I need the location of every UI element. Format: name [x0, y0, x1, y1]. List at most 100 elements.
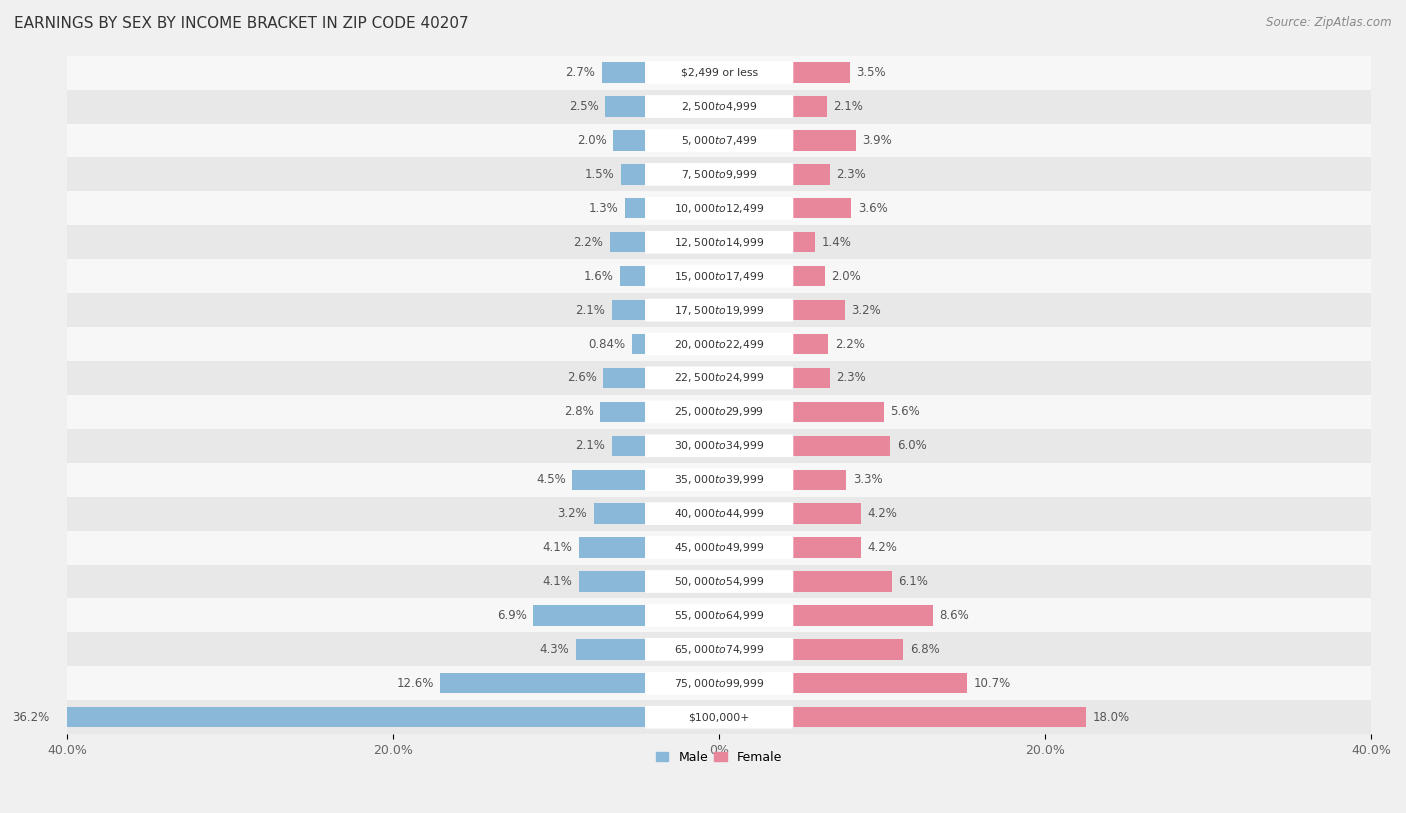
FancyBboxPatch shape — [645, 129, 793, 152]
Text: 2.1%: 2.1% — [575, 439, 605, 452]
Text: $2,500 to $4,999: $2,500 to $4,999 — [681, 100, 758, 113]
Bar — [633, 334, 645, 354]
Bar — [793, 572, 891, 592]
Text: $22,500 to $24,999: $22,500 to $24,999 — [673, 372, 765, 385]
Text: 1.4%: 1.4% — [823, 236, 852, 249]
Text: 2.0%: 2.0% — [831, 270, 862, 283]
Text: 3.5%: 3.5% — [856, 66, 886, 79]
Text: 1.5%: 1.5% — [585, 168, 614, 180]
Text: 4.1%: 4.1% — [543, 541, 572, 554]
Text: $100,000+: $100,000+ — [689, 712, 749, 722]
Text: 2.1%: 2.1% — [575, 303, 605, 316]
Bar — [572, 470, 645, 490]
Bar — [793, 673, 967, 693]
FancyBboxPatch shape — [645, 231, 793, 254]
Text: $45,000 to $49,999: $45,000 to $49,999 — [673, 541, 765, 554]
Text: 2.0%: 2.0% — [576, 134, 607, 147]
Text: 1.6%: 1.6% — [583, 270, 613, 283]
Bar — [593, 503, 645, 524]
Text: $7,500 to $9,999: $7,500 to $9,999 — [681, 168, 758, 180]
FancyBboxPatch shape — [645, 502, 793, 525]
Text: $30,000 to $34,999: $30,000 to $34,999 — [673, 439, 765, 452]
Bar — [793, 232, 815, 252]
Bar — [67, 158, 1371, 191]
Text: $75,000 to $99,999: $75,000 to $99,999 — [673, 676, 765, 689]
Text: 4.2%: 4.2% — [868, 541, 897, 554]
Bar — [67, 327, 1371, 361]
Bar — [793, 503, 860, 524]
Bar — [793, 130, 856, 150]
Text: 6.8%: 6.8% — [910, 643, 939, 656]
Bar — [793, 402, 884, 422]
Text: 1.3%: 1.3% — [588, 202, 619, 215]
Text: $50,000 to $54,999: $50,000 to $54,999 — [673, 575, 765, 588]
FancyBboxPatch shape — [645, 434, 793, 457]
FancyBboxPatch shape — [645, 298, 793, 321]
Bar — [602, 63, 645, 83]
Text: 2.2%: 2.2% — [835, 337, 865, 350]
Bar — [67, 598, 1371, 633]
FancyBboxPatch shape — [645, 604, 793, 627]
Text: $12,500 to $14,999: $12,500 to $14,999 — [673, 236, 765, 249]
Text: $40,000 to $44,999: $40,000 to $44,999 — [673, 507, 765, 520]
FancyBboxPatch shape — [645, 706, 793, 728]
Text: $5,000 to $7,499: $5,000 to $7,499 — [681, 134, 758, 147]
Text: 2.5%: 2.5% — [569, 100, 599, 113]
FancyBboxPatch shape — [645, 537, 793, 559]
Text: 4.5%: 4.5% — [536, 473, 567, 486]
Bar — [67, 55, 1371, 89]
FancyBboxPatch shape — [645, 163, 793, 185]
Bar — [600, 402, 645, 422]
Bar — [793, 470, 846, 490]
Text: 36.2%: 36.2% — [13, 711, 49, 724]
Text: 3.2%: 3.2% — [557, 507, 588, 520]
Bar — [793, 97, 827, 117]
Text: $35,000 to $39,999: $35,000 to $39,999 — [673, 473, 765, 486]
Text: 6.1%: 6.1% — [898, 575, 928, 588]
Bar — [793, 605, 932, 626]
Text: 6.9%: 6.9% — [496, 609, 527, 622]
Text: 2.7%: 2.7% — [565, 66, 595, 79]
Text: 2.3%: 2.3% — [837, 372, 866, 385]
FancyBboxPatch shape — [645, 672, 793, 694]
Bar — [67, 191, 1371, 225]
Text: 4.2%: 4.2% — [868, 507, 897, 520]
Bar — [603, 367, 645, 388]
Bar — [621, 164, 645, 185]
Text: 2.3%: 2.3% — [837, 168, 866, 180]
Text: EARNINGS BY SEX BY INCOME BRACKET IN ZIP CODE 40207: EARNINGS BY SEX BY INCOME BRACKET IN ZIP… — [14, 16, 468, 31]
Bar — [579, 572, 645, 592]
Bar — [793, 537, 860, 558]
Bar — [793, 334, 828, 354]
Bar — [613, 130, 645, 150]
Bar — [620, 266, 645, 286]
Bar — [793, 639, 903, 659]
Bar — [793, 164, 830, 185]
Text: 12.6%: 12.6% — [396, 676, 434, 689]
Bar — [56, 707, 645, 728]
Bar — [67, 259, 1371, 293]
FancyBboxPatch shape — [645, 638, 793, 661]
Text: 2.8%: 2.8% — [564, 406, 593, 419]
Bar — [605, 97, 645, 117]
Bar — [610, 232, 645, 252]
Text: 2.2%: 2.2% — [574, 236, 603, 249]
FancyBboxPatch shape — [645, 265, 793, 288]
Text: $65,000 to $74,999: $65,000 to $74,999 — [673, 643, 765, 656]
Bar — [67, 463, 1371, 497]
FancyBboxPatch shape — [645, 570, 793, 593]
Text: 3.2%: 3.2% — [851, 303, 882, 316]
Text: $20,000 to $22,499: $20,000 to $22,499 — [673, 337, 765, 350]
Bar — [575, 639, 645, 659]
Text: 3.3%: 3.3% — [853, 473, 883, 486]
Text: $17,500 to $19,999: $17,500 to $19,999 — [673, 303, 765, 316]
Bar — [67, 395, 1371, 428]
Bar — [793, 63, 849, 83]
FancyBboxPatch shape — [645, 333, 793, 355]
Bar — [67, 428, 1371, 463]
Text: 2.6%: 2.6% — [567, 372, 598, 385]
Text: 2.1%: 2.1% — [834, 100, 863, 113]
Text: 6.0%: 6.0% — [897, 439, 927, 452]
Text: 18.0%: 18.0% — [1092, 711, 1129, 724]
Text: 8.6%: 8.6% — [939, 609, 969, 622]
